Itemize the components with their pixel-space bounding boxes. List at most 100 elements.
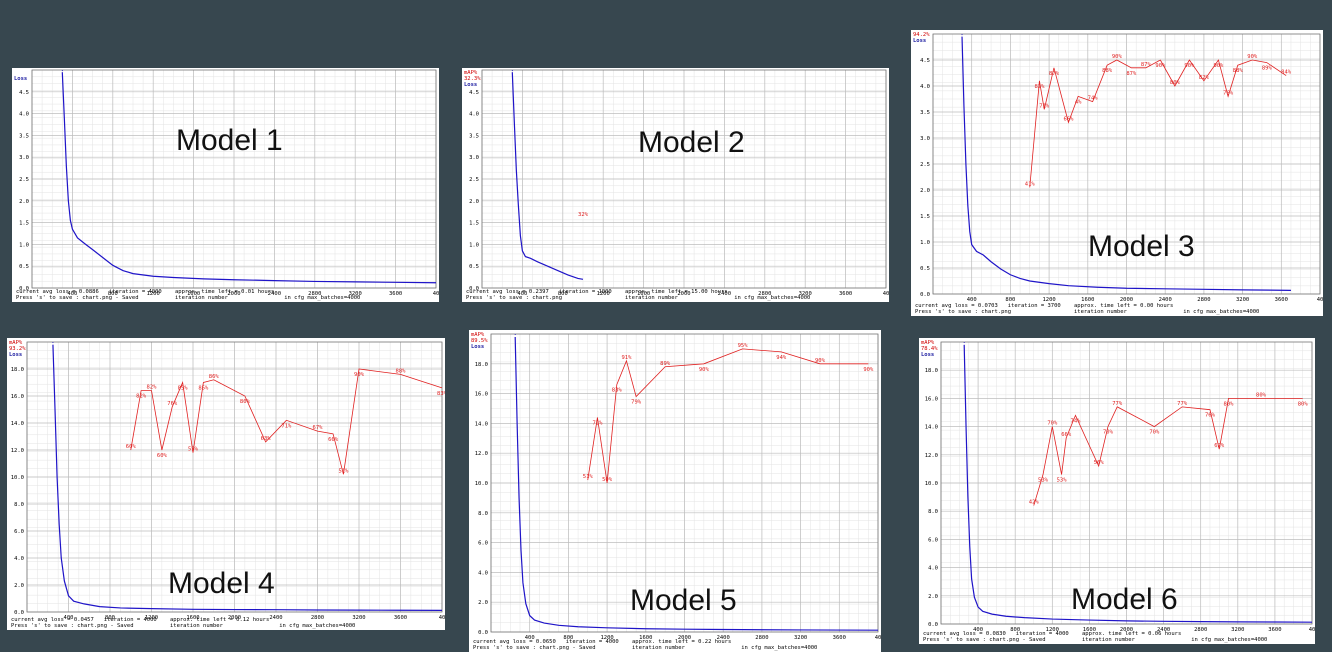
map-point-label: 90% xyxy=(1184,63,1195,69)
map-point-label: 95% xyxy=(738,343,749,349)
model-3-chart: 400 800 1200 1600 2000 2400 2800 3200 3600 40 0.0 0… xyxy=(911,30,1323,316)
map-point-label: 90% xyxy=(354,372,365,378)
y-tick-label: 2.5 xyxy=(469,177,479,183)
map-point-label: 71% xyxy=(1039,103,1050,109)
map-point-label: 94% xyxy=(776,355,787,361)
y-tick-label: 0.5 xyxy=(469,264,479,270)
model-3-chart-svg: 400 800 1200 1600 2000 2400 2800 3200 3600 40 0.0 0… xyxy=(913,32,1323,303)
map-line xyxy=(130,368,443,475)
map-point-label: 83% xyxy=(437,391,445,397)
y-tick-label: 4.5 xyxy=(469,90,479,96)
map-point-label: 77% xyxy=(1177,401,1188,407)
y-tick-label: 0.0 xyxy=(19,286,29,292)
model-1-chart: 400 800 1200 1600 2000 2400 2800 3200 3600 40 0.0 0… xyxy=(12,68,439,302)
y-tick-label: 1.5 xyxy=(19,221,29,227)
map-point-label: 51% xyxy=(583,474,594,480)
map-point-label: 42% xyxy=(1029,500,1040,506)
model-5-footer: current avg loss = 0.0650 iteration = 40… xyxy=(473,639,817,651)
y-tick-label: 12.0 xyxy=(11,448,24,454)
map-point-label: 74% xyxy=(1088,96,1099,102)
model-2-footer: current avg loss = 0.2397 iteration = 10… xyxy=(466,289,810,301)
x-tick-label: 2000 xyxy=(1120,627,1133,633)
y-tick-label: 6.0 xyxy=(928,537,938,543)
map-point-label: 85% xyxy=(198,386,209,392)
model-2-chart: 400 800 1200 1600 2000 2400 2800 3200 3600 40 0.0 0… xyxy=(462,68,889,302)
x-tick-label: 800 xyxy=(105,615,115,621)
map-point-label: 87% xyxy=(1049,71,1060,77)
model-2-footer-line1: current avg loss = 0.2397 iteration = 10… xyxy=(466,289,728,295)
y-tick-label: 2.0 xyxy=(469,199,479,205)
map-point-label: 60% xyxy=(157,453,168,459)
model-4-footer: current avg loss = 0.0457 iteration = 40… xyxy=(11,617,355,629)
x-tick-label: 2800 xyxy=(1194,627,1207,633)
y-tick-label: 2.0 xyxy=(14,583,24,589)
x-tick-label: 2800 xyxy=(758,291,771,297)
y-tick-label: 1.5 xyxy=(469,221,479,227)
x-tick-label: 400 xyxy=(967,297,977,303)
loss-curve xyxy=(61,72,437,284)
map-point-label: 90% xyxy=(1247,54,1258,60)
map-point-label: 80% xyxy=(1170,80,1181,86)
x-tick-label: 3200 xyxy=(352,615,365,621)
model-2-footer-line2: Press 's' to save : chart.png iteration … xyxy=(466,295,811,301)
map-point-label: 53% xyxy=(1057,478,1068,484)
y-tick-label: 2.0 xyxy=(928,594,938,600)
x-tick-label: 800 xyxy=(558,291,568,297)
map-point-label: 32% xyxy=(578,212,589,218)
y-tick-label: 3.5 xyxy=(920,110,930,116)
x-tick-label: 1600 xyxy=(637,291,650,297)
x-tick-label: 2400 xyxy=(268,291,281,297)
y-tick-label: 10.0 xyxy=(475,481,488,487)
y-tick-label: 6.0 xyxy=(14,529,24,535)
map-point-label: 80% xyxy=(1298,401,1309,407)
map-point-label: 82% xyxy=(1034,84,1045,90)
x-tick-label: 400 xyxy=(973,627,983,633)
map-point-label: 89% xyxy=(1262,66,1273,72)
loss-title: Loss xyxy=(921,352,934,358)
x-tick-label: 2400 xyxy=(1157,627,1170,633)
map-title: mAP% xyxy=(464,70,478,76)
map-point-label: 51% xyxy=(338,468,349,474)
map-point-label: 80% xyxy=(1256,392,1267,398)
y-tick-label: 2.0 xyxy=(920,188,930,194)
x-tick-label: 1600 xyxy=(186,615,199,621)
x-tick-label: 2800 xyxy=(311,615,324,621)
map-point-label: 87% xyxy=(1141,62,1152,68)
map-point-label: 91% xyxy=(621,355,632,361)
map-point-label: 82% xyxy=(136,394,147,400)
plot-frame xyxy=(490,333,879,633)
x-tick-label: 3200 xyxy=(1236,297,1249,303)
y-tick-label: 16.0 xyxy=(475,392,488,398)
map-point-label: 77% xyxy=(1112,401,1123,407)
loss-title: Loss xyxy=(464,82,477,88)
x-tick-label: 3200 xyxy=(794,635,807,641)
x-tick-label: 800 xyxy=(563,635,573,641)
y-tick-label: 0.0 xyxy=(14,610,24,616)
model-6-footer: current avg loss = 0.0830 iteration = 40… xyxy=(923,631,1267,643)
x-tick-label: 2000 xyxy=(678,635,691,641)
map-point-label: 80% xyxy=(240,399,251,405)
map-point-label: 53% xyxy=(1038,478,1049,484)
model-5-chart: 400 800 1200 1600 2000 2400 2800 3200 3600 40 0.0 2… xyxy=(469,330,881,652)
model-3-footer-line1: current avg loss = 0.0703 iteration = 37… xyxy=(915,303,1174,309)
x-tick-label: 2800 xyxy=(755,635,768,641)
y-tick-label: 8.0 xyxy=(14,502,24,508)
y-tick-label: 12.0 xyxy=(475,451,488,457)
y-tick-label: 1.5 xyxy=(920,214,930,220)
map-point-label: 41% xyxy=(1025,181,1036,187)
map-title: 89.5% xyxy=(471,338,488,344)
x-tick-label: 2400 xyxy=(717,635,730,641)
map-point-label: 70% xyxy=(1047,421,1058,427)
y-tick-label: 4.0 xyxy=(469,112,479,118)
plot-frame xyxy=(31,69,437,289)
y-tick-label: 1.0 xyxy=(920,240,930,246)
x-tick-label: 3600 xyxy=(833,635,846,641)
y-tick-label: 4.0 xyxy=(19,112,29,118)
map-title: 32.3% xyxy=(464,76,481,82)
y-tick-label: 2.5 xyxy=(920,162,930,168)
model-4-footer-line2: Press 's' to save : chart.png - Saved it… xyxy=(11,623,356,629)
x-tick-label: 400 xyxy=(525,635,535,641)
map-point-label: 90% xyxy=(1213,63,1224,69)
y-tick-label: 14.0 xyxy=(925,425,938,431)
map-title: mAP% xyxy=(9,340,23,346)
